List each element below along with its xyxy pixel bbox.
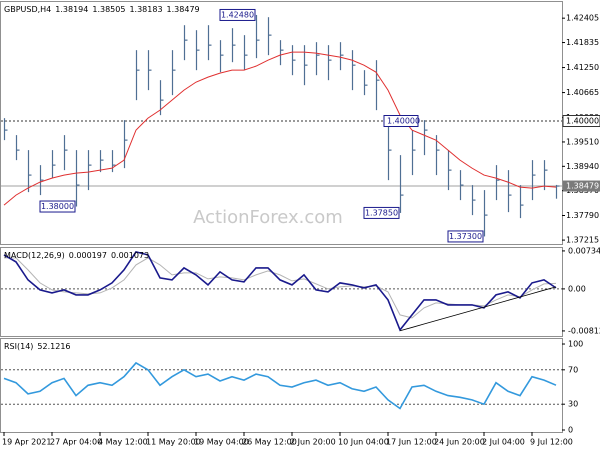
- y-tick-label: 70: [568, 365, 578, 374]
- annotation-label: 1.37300: [449, 232, 482, 241]
- y-tick-label: 1.40665: [566, 88, 599, 97]
- annotation-box: [363, 206, 400, 219]
- y-tick-label: 1.38940: [566, 162, 599, 171]
- layer-marks: [3, 14, 560, 410]
- pane-label: RSI(14) 52.1216: [4, 342, 71, 351]
- level-note-box: [383, 115, 419, 128]
- pane-label-name: MACD(12,26,9): [4, 251, 65, 260]
- x-tick-label: 19 May 04:00: [194, 438, 249, 447]
- y-tick-label: 0.007342: [568, 246, 600, 255]
- moving-average: [3, 51, 557, 206]
- y-tick-label: 1.39510: [566, 137, 599, 146]
- readout-value: 1.38505: [92, 5, 125, 14]
- y-tick-label: 1.41835: [566, 38, 599, 47]
- x-tick-label: 27 Apr 04:00: [50, 438, 102, 447]
- y-tick-label: -0.008126: [568, 326, 600, 335]
- x-tick-label: 9 Jul 12:00: [530, 438, 573, 447]
- readout-value: 1.38194: [55, 5, 88, 14]
- x-tick-label: 17 Jun 12:00: [386, 438, 437, 447]
- x-tick-label: 19 Apr 2021: [2, 438, 51, 447]
- annotation-label: 1.42480: [221, 10, 254, 19]
- annotation-label: 1.37850: [365, 208, 398, 217]
- y-tick-label: 1.41250: [566, 63, 599, 72]
- readout-value: 52.1216: [37, 342, 70, 351]
- pane-frame: [0, 247, 563, 337]
- indicator-line: [3, 361, 557, 410]
- annotation-label: 1.38000: [41, 202, 74, 211]
- x-tick-label: 10 Jun 04:00: [338, 438, 389, 447]
- level-axis-label: 1.40000: [566, 117, 599, 126]
- y-tick-label: 30: [568, 400, 578, 409]
- x-tick-label: 11 May 20:00: [146, 438, 201, 447]
- annotation-box: [39, 200, 76, 213]
- pane-label-name: GBPUSD,H4: [4, 5, 51, 14]
- pane-frame: [0, 338, 563, 433]
- readout-value: 1.38183: [129, 5, 162, 14]
- layer-front: 1.40000 1.40000 1.38479 1.42480 1.38000 1.378…: [4, 5, 600, 351]
- current-price-box: [563, 180, 600, 192]
- readout-value: 0.000197: [69, 251, 107, 260]
- pane-label: GBPUSD,H4 1.38194 1.38505 1.38183 1.38479: [4, 5, 200, 14]
- annotation-box: [219, 8, 256, 21]
- watermark: ActionForex.com: [193, 207, 343, 228]
- y-tick-label: 1.37790: [566, 211, 599, 220]
- x-tick-label: 4 May 12:00: [98, 438, 148, 447]
- x-tick-label: 2 Jul 04:00: [482, 438, 525, 447]
- indicator-line: [3, 250, 557, 332]
- current-price-label: 1.38479: [566, 182, 599, 191]
- y-tick-label: 0: [568, 425, 573, 434]
- annotation-box: [447, 230, 484, 243]
- pane-label-name: RSI(14): [4, 342, 33, 351]
- y-tick-label: 1.37215: [566, 236, 599, 245]
- level-axis-box: [562, 115, 600, 128]
- x-tick-label: 2 Jun 20:00: [290, 438, 336, 447]
- y-tick-label: 0.00: [568, 284, 586, 293]
- y-tick-label: 1.42405: [566, 14, 599, 23]
- readout-value: 0.001073: [111, 251, 149, 260]
- indicator-line: [4, 257, 557, 319]
- readout-value: 1.38479: [167, 5, 200, 14]
- x-tick-label: 24 Jun 20:00: [434, 438, 485, 447]
- trend-line: [399, 286, 557, 332]
- level-note-label: 1.40000: [387, 117, 420, 126]
- pane-label: MACD(12,26,9) 0.000197 0.001073: [4, 251, 149, 260]
- y-tick-label: 100: [568, 340, 583, 349]
- x-tick-label: 26 May 12:00: [242, 438, 297, 447]
